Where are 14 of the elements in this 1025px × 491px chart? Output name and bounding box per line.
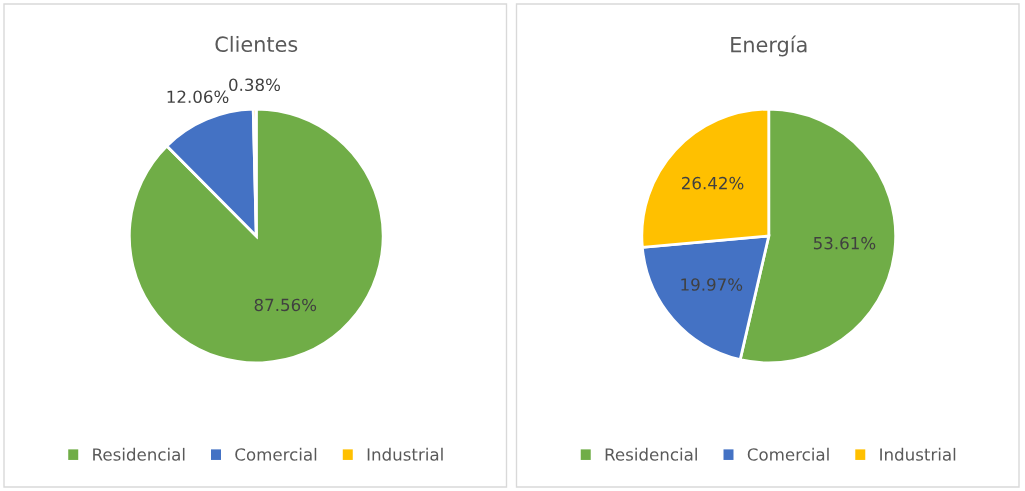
legend-label: Comercial: [747, 447, 829, 461]
legend-label: Comercial: [235, 447, 317, 461]
chart-title: Energía: [731, 35, 807, 57]
chart-title: Clientes: [215, 35, 298, 53]
legend-label: Industrial: [367, 447, 443, 461]
data-label: 12.06%: [167, 90, 229, 104]
data-label: 0.38%: [229, 78, 281, 92]
legend-label: Residencial: [93, 447, 185, 461]
legend-label: Industrial: [880, 447, 956, 461]
data-label: 26.42%: [682, 176, 744, 190]
legend-label: Residencial: [605, 447, 697, 461]
data-label: 19.97%: [681, 278, 743, 291]
data-label: 53.61%: [813, 236, 876, 250]
data-label: 87.56%: [254, 298, 317, 312]
